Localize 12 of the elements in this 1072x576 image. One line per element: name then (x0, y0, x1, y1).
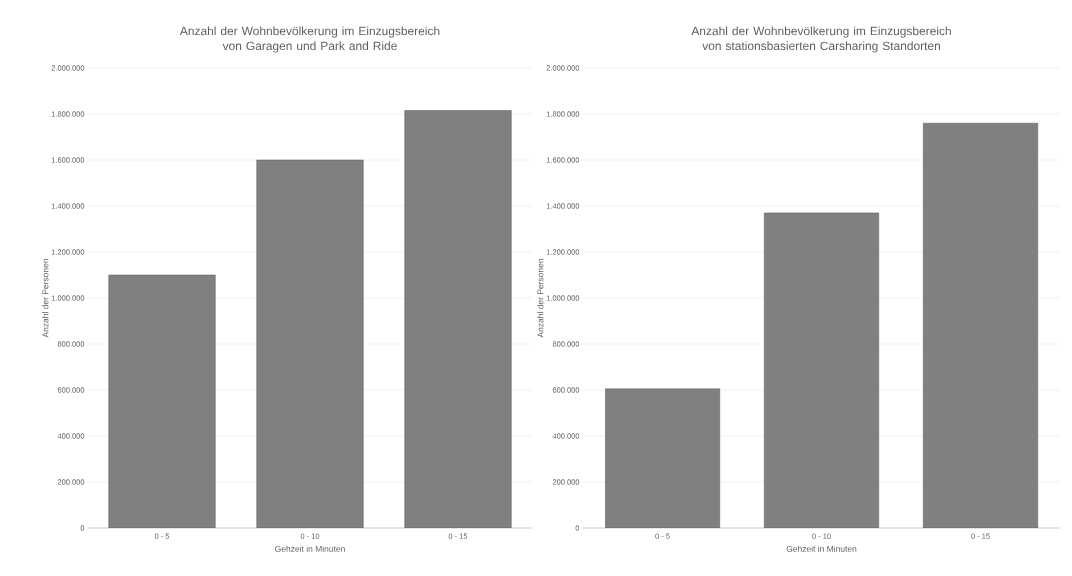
chart-title: Anzahl der Wohnbevölkerung im Einzugsbereich von stationsbasierten Carsharing Standorten (691, 26, 951, 53)
chart-title: Anzahl der Wohnbevölkerung im Einzugsbereich von Garagen und Park and Ride (179, 26, 440, 53)
bar (256, 159, 364, 528)
bar (108, 274, 216, 528)
bar (923, 122, 1038, 528)
bar (605, 388, 720, 528)
y-axis-title: Anzahl der Personen (537, 259, 544, 338)
x-axis-title: Gehzeit in Minuten (786, 545, 857, 552)
bar (404, 110, 512, 528)
bar (764, 212, 879, 528)
x-axis-title: Gehzeit in Minuten (275, 545, 345, 552)
y-axis-title: Anzahl der Personen (42, 259, 49, 338)
